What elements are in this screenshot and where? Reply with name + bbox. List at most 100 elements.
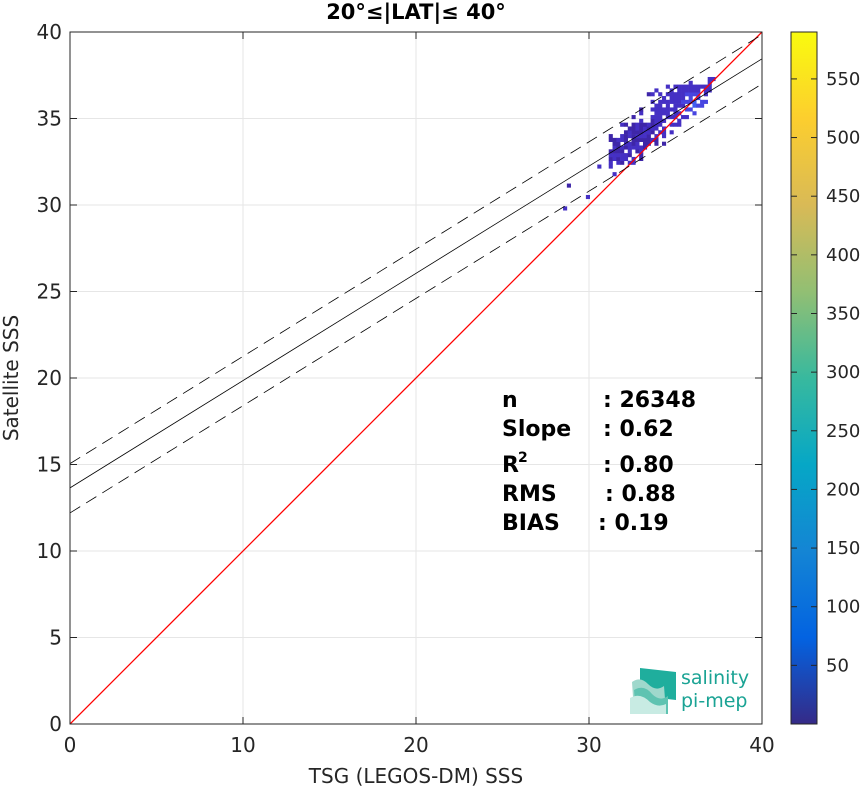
- density-cell: [707, 76, 712, 82]
- density-cell: [631, 137, 636, 142]
- density-cell: [627, 134, 632, 139]
- density-cell: [639, 118, 644, 123]
- x-tick-label: 40: [749, 733, 774, 757]
- density-cell: [623, 134, 629, 139]
- density-cell: [654, 118, 659, 123]
- density-cell: [669, 92, 674, 97]
- density-cell: [623, 153, 629, 158]
- density-cell: [597, 164, 602, 169]
- y-tick-label: 20: [37, 366, 62, 390]
- density-cell: [635, 130, 640, 135]
- colorbar-tick-label: 150: [826, 538, 860, 559]
- density-cell: [654, 137, 659, 142]
- density-cell: [688, 107, 693, 112]
- density-cell: [650, 118, 655, 123]
- density-cell: [646, 141, 651, 146]
- colorbar-tick-label: 200: [826, 479, 860, 500]
- density-cell: [662, 96, 667, 101]
- density-cell: [692, 84, 697, 89]
- density-cell: [658, 115, 663, 120]
- density-cell: [635, 145, 640, 150]
- stat-value: : 0.88: [605, 482, 676, 507]
- density-cell: [681, 88, 686, 93]
- density-cell: [563, 206, 568, 211]
- density-cell: [681, 92, 686, 97]
- density-cell: [669, 107, 674, 112]
- density-cell: [662, 130, 667, 135]
- density-cell: [673, 96, 678, 101]
- density-cell: [620, 156, 625, 162]
- stat-value: : 26348: [603, 388, 696, 413]
- density-cell: [658, 111, 663, 116]
- density-cell: [654, 115, 659, 120]
- density-cell: [681, 103, 686, 108]
- density-cell: [627, 153, 632, 158]
- density-cell: [658, 99, 663, 104]
- density-cell: [616, 160, 621, 165]
- density-cell: [631, 156, 636, 162]
- density-cell: [650, 115, 655, 120]
- density-cell: [639, 145, 644, 150]
- density-cell: [639, 130, 644, 135]
- density-cell: [612, 145, 617, 150]
- density-cell: [631, 160, 636, 165]
- density-cell: [684, 84, 689, 89]
- density-cell: [658, 122, 663, 127]
- density-cell: [623, 122, 629, 127]
- density-cell: [566, 183, 571, 188]
- density-cell: [623, 141, 629, 146]
- density-cell: [677, 88, 682, 93]
- density-cell: [692, 111, 697, 116]
- density-cell: [612, 153, 617, 158]
- density-cell: [612, 149, 617, 154]
- colorbar: [790, 31, 818, 725]
- density-cell: [620, 137, 625, 142]
- density-cell: [612, 137, 617, 142]
- y-axis-title: Satellite SSS: [0, 315, 23, 441]
- density-cell: [703, 92, 708, 97]
- density-cell: [585, 194, 590, 200]
- density-cell: [635, 126, 640, 131]
- density-cell: [707, 88, 712, 93]
- density-cell: [688, 80, 693, 85]
- stat-value: : 0.80: [603, 453, 674, 478]
- density-cell: [650, 107, 655, 112]
- density-cell: [703, 99, 708, 104]
- density-cell: [608, 137, 613, 142]
- density-cell: [703, 88, 708, 93]
- density-cell: [700, 99, 705, 104]
- density-cell: [681, 99, 686, 104]
- density-cell: [616, 137, 621, 142]
- density-cell: [707, 84, 712, 89]
- density-cell: [642, 134, 648, 139]
- density-cell: [673, 122, 678, 127]
- density-cell: [673, 92, 678, 97]
- density-cell: [639, 153, 644, 158]
- density-cell: [612, 172, 617, 177]
- density-cell: [612, 141, 617, 146]
- density-cell: [642, 130, 648, 135]
- density-cell: [669, 96, 674, 101]
- density-cell: [662, 111, 667, 116]
- density-cell: [684, 99, 689, 104]
- density-cell: [673, 107, 678, 112]
- density-cell: [707, 80, 712, 85]
- density-cell: [677, 122, 682, 127]
- density-cell: [654, 88, 659, 93]
- x-tick-label: 10: [230, 733, 255, 757]
- density-cell: [646, 137, 651, 142]
- density-cell: [677, 118, 682, 123]
- density-cell: [642, 122, 648, 127]
- density-cell: [616, 156, 621, 162]
- density-cell: [684, 115, 689, 120]
- density-cell: [635, 122, 640, 127]
- density-cell: [627, 126, 632, 131]
- logo-text-line1: salinity: [681, 667, 749, 689]
- colorbar-tick-label: 50: [826, 655, 849, 676]
- colorbar-tick-label: 400: [826, 245, 860, 266]
- density-cell: [639, 111, 644, 116]
- density-cell: [681, 115, 686, 120]
- density-cell: [650, 137, 655, 142]
- density-cell: [627, 160, 632, 165]
- x-tick-label: 0: [64, 733, 77, 757]
